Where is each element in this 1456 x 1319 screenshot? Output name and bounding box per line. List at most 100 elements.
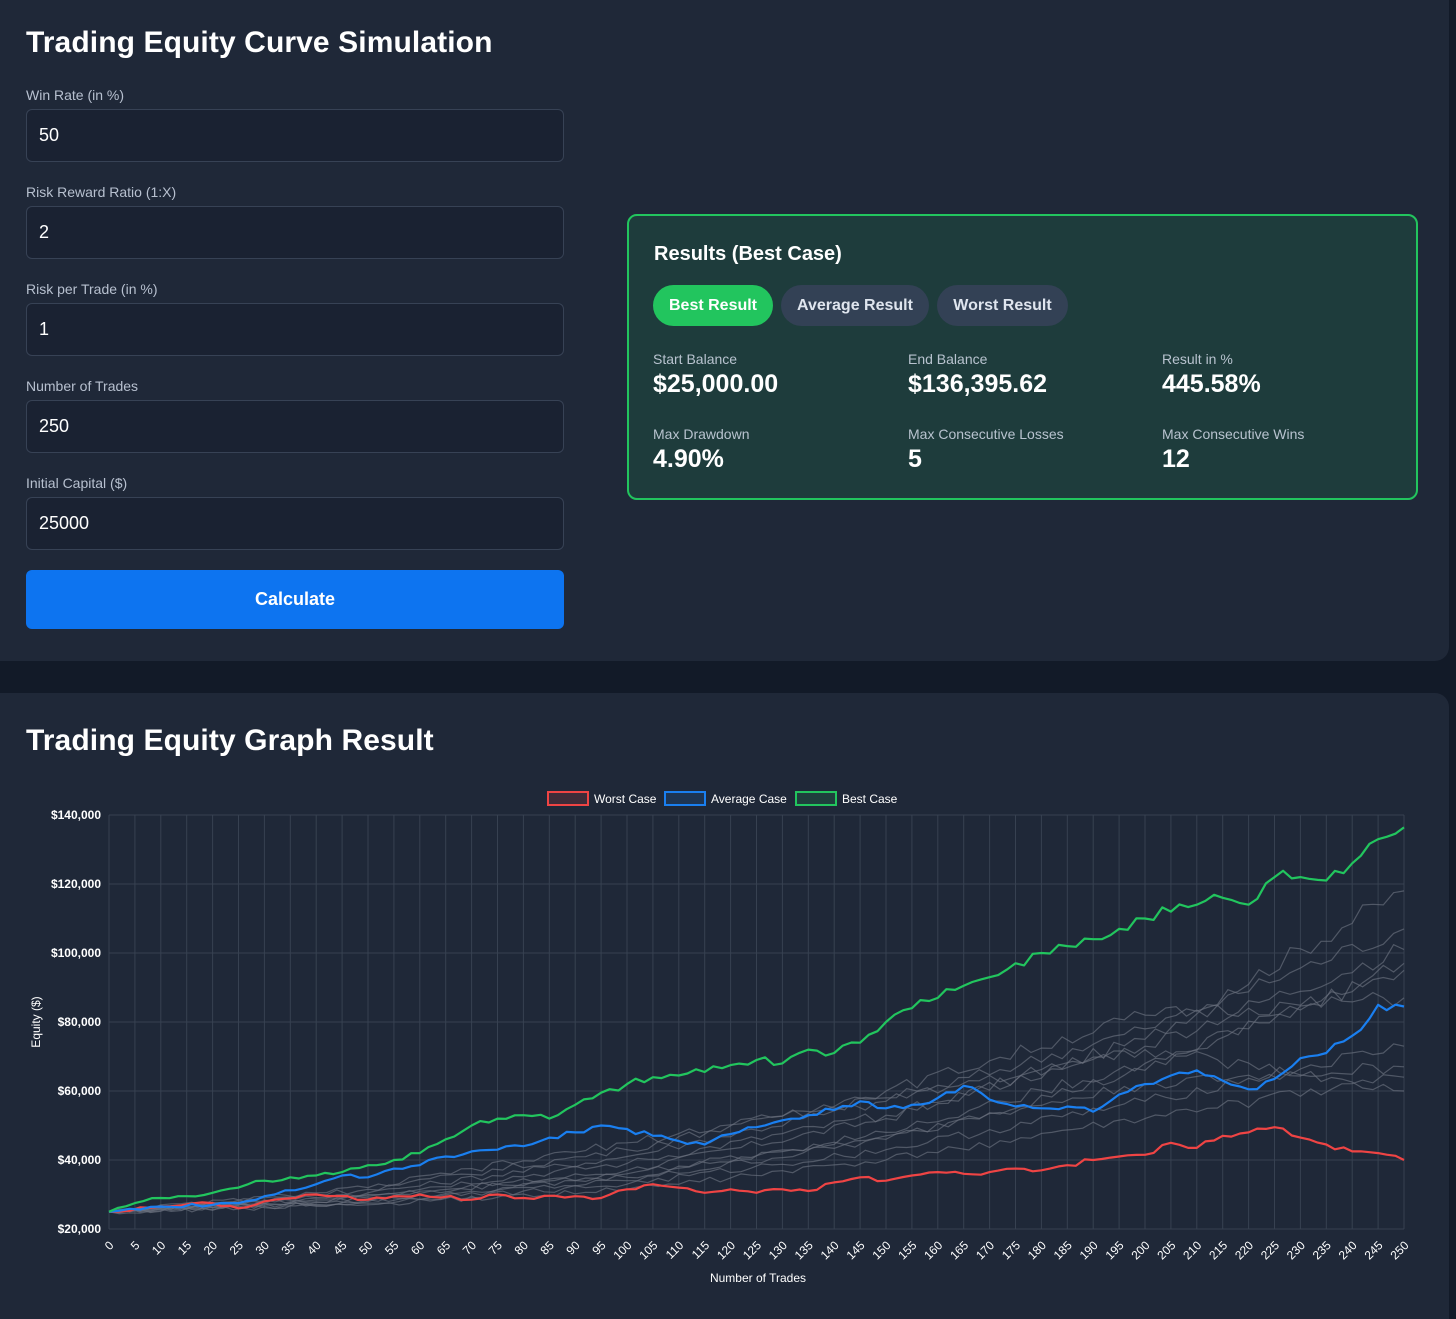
x-tick-label: 105 <box>636 1238 660 1262</box>
x-tick-label: 25 <box>227 1238 247 1258</box>
x-tick-label: 10 <box>149 1238 169 1258</box>
series-line-average-case <box>108 1003 1405 1213</box>
x-tick-label: 220 <box>1232 1238 1256 1262</box>
x-tick-label: 145 <box>844 1238 868 1262</box>
x-tick-label: 200 <box>1128 1238 1152 1262</box>
legend-swatch <box>547 791 589 806</box>
x-tick-label: 215 <box>1206 1238 1230 1262</box>
chart-legend: Worst Case Average Case Best Case <box>547 791 898 806</box>
legend-swatch <box>664 791 706 806</box>
risk-per-trade-input[interactable] <box>26 303 564 356</box>
x-tick-label: 100 <box>610 1238 634 1262</box>
x-tick-label: 250 <box>1387 1238 1411 1262</box>
y-tick-label: $120,000 <box>51 877 101 891</box>
x-tick-label: 135 <box>792 1238 816 1262</box>
calculate-button[interactable]: Calculate <box>26 570 564 629</box>
x-tick-label: 50 <box>356 1238 376 1258</box>
number-of-trades-input[interactable] <box>26 400 564 453</box>
legend-label: Best Case <box>842 792 898 806</box>
start-balance-value: $25,000.00 <box>653 370 779 398</box>
y-axis-ticks: $20,000 $40,000 $60,000 $80,000 $100,000 $120… <box>51 808 101 1236</box>
win-rate-label: Win Rate (in %) <box>26 87 125 103</box>
max-consecutive-losses-value: 5 <box>908 445 922 473</box>
x-tick-label: 110 <box>663 1238 687 1262</box>
series-line-best-case <box>108 826 1405 1213</box>
page-title: Trading Equity Curve Simulation <box>26 26 493 59</box>
x-tick-label: 35 <box>278 1238 298 1258</box>
max-consecutive-wins-value: 12 <box>1162 445 1190 473</box>
x-tick-label: 85 <box>537 1238 557 1258</box>
x-axis-ticks: 0 5 10 15 20 25 30 35 40 45 50 55 60 65 70 75 80 85 90 95 10… <box>102 1238 1412 1262</box>
simulation-line <box>108 969 1405 1213</box>
x-axis-title: Number of Trades <box>710 1271 806 1285</box>
y-tick-label: $140,000 <box>51 808 101 822</box>
x-tick-label: 80 <box>512 1238 532 1258</box>
results-title: Results (Best Case) <box>654 243 842 265</box>
tab-worst-result[interactable]: Worst Result <box>937 285 1068 326</box>
y-tick-label: $100,000 <box>51 946 101 960</box>
end-balance-value: $136,395.62 <box>908 370 1048 398</box>
x-tick-label: 240 <box>1336 1238 1360 1262</box>
x-tick-label: 165 <box>947 1238 971 1262</box>
x-tick-label: 0 <box>102 1238 117 1253</box>
x-tick-label: 190 <box>1077 1238 1101 1262</box>
initial-capital-input[interactable] <box>26 497 564 550</box>
number-of-trades-label: Number of Trades <box>26 378 139 394</box>
x-tick-label: 70 <box>460 1238 480 1258</box>
x-tick-label: 90 <box>563 1238 583 1258</box>
x-tick-label: 75 <box>486 1238 506 1258</box>
x-tick-label: 115 <box>689 1238 713 1262</box>
series-line-worst-case <box>108 1126 1405 1213</box>
simulation-line <box>108 1048 1405 1213</box>
simulation-line <box>108 1074 1405 1215</box>
x-tick-label: 205 <box>1154 1238 1178 1262</box>
x-tick-label: 235 <box>1310 1238 1334 1262</box>
x-tick-label: 60 <box>408 1238 428 1258</box>
result-pct-label: Result in % <box>1162 351 1233 367</box>
x-tick-label: 20 <box>201 1238 221 1258</box>
x-tick-label: 230 <box>1284 1238 1308 1262</box>
legend-swatch <box>795 791 837 806</box>
y-tick-label: $80,000 <box>58 1015 102 1029</box>
x-tick-label: 130 <box>766 1238 790 1262</box>
risk-per-trade-label: Risk per Trade (in %) <box>26 281 158 297</box>
x-tick-label: 5 <box>128 1238 143 1253</box>
max-drawdown-value: 4.90% <box>653 445 724 473</box>
graph-card <box>0 693 1449 1319</box>
x-tick-label: 160 <box>921 1238 945 1262</box>
risk-reward-label: Risk Reward Ratio (1:X) <box>26 184 177 200</box>
x-tick-label: 150 <box>869 1238 893 1262</box>
x-tick-label: 40 <box>304 1238 324 1258</box>
x-tick-label: 55 <box>382 1238 402 1258</box>
y-tick-label: $40,000 <box>58 1153 102 1167</box>
max-drawdown-label: Max Drawdown <box>653 426 750 442</box>
x-tick-label: 195 <box>1103 1238 1127 1262</box>
x-tick-label: 125 <box>740 1238 764 1262</box>
x-tick-label: 185 <box>1051 1238 1075 1262</box>
result-pct-value: 445.58% <box>1162 370 1261 398</box>
x-tick-label: 170 <box>973 1238 997 1262</box>
win-rate-input[interactable] <box>26 109 564 162</box>
legend-label: Worst Case <box>594 792 657 806</box>
x-tick-label: 120 <box>714 1238 738 1262</box>
x-tick-label: 95 <box>589 1238 609 1258</box>
start-balance-label: Start Balance <box>653 351 738 367</box>
simulation-line <box>108 962 1405 1213</box>
results-panel: Results (Best Case) Best Result Average … <box>627 214 1418 500</box>
x-tick-label: 155 <box>895 1238 919 1262</box>
x-tick-label: 15 <box>175 1238 195 1258</box>
x-tick-label: 30 <box>253 1238 273 1258</box>
max-consecutive-wins-label: Max Consecutive Wins <box>1162 426 1305 442</box>
simulation-lines <box>108 890 1405 1215</box>
case-lines <box>108 826 1405 1213</box>
simulation-line <box>108 943 1405 1213</box>
risk-reward-input[interactable] <box>26 206 564 259</box>
tab-best-result[interactable]: Best Result <box>653 285 773 326</box>
x-tick-label: 180 <box>1025 1238 1049 1262</box>
y-tick-label: $60,000 <box>58 1084 102 1098</box>
x-tick-label: 175 <box>999 1238 1023 1262</box>
end-balance-label: End Balance <box>908 351 988 367</box>
tab-average-result[interactable]: Average Result <box>781 285 929 326</box>
x-tick-label: 65 <box>434 1238 454 1258</box>
